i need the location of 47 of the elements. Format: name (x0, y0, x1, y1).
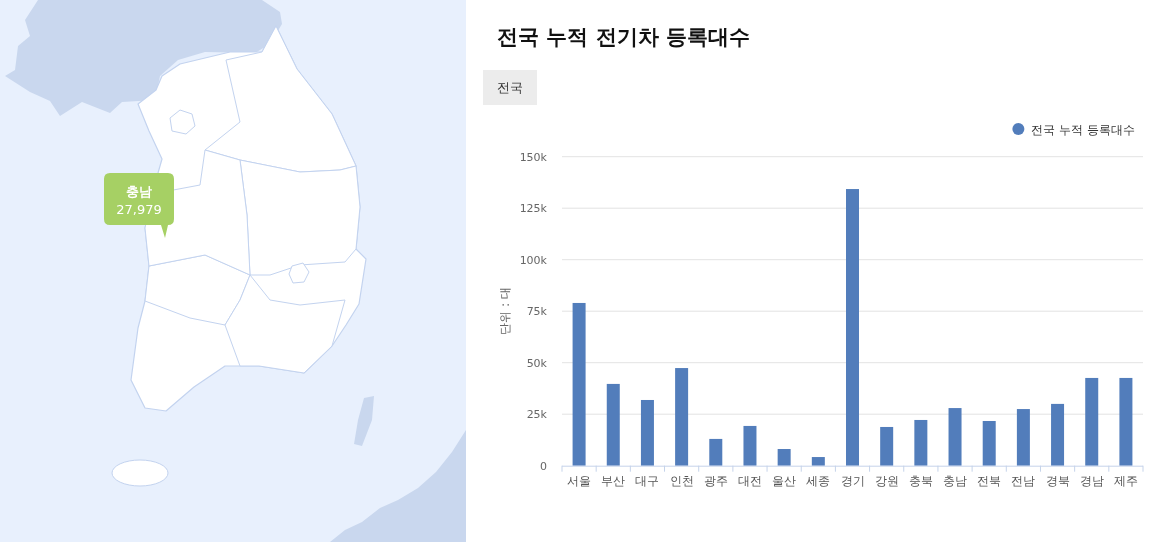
x-tick-label: 인천 (669, 474, 694, 488)
x-tick-label: 강원 (874, 474, 899, 488)
x-tick-label: 부산 (601, 474, 626, 488)
chart-subtitle: 전국 (497, 80, 523, 95)
y-tick-label: 75k (526, 305, 548, 319)
y-tick-label: 100k (519, 253, 548, 267)
x-tick-label: 울산 (772, 474, 797, 488)
bar (982, 421, 996, 466)
bar (606, 383, 620, 466)
bar (1085, 377, 1099, 466)
bar (743, 425, 757, 466)
x-tick-label: 충남 (943, 474, 968, 488)
x-tick-label: 경남 (1079, 474, 1104, 488)
x-tick-label: 충북 (908, 474, 933, 488)
bar (846, 189, 859, 466)
y-tick-label: 50k (526, 356, 548, 370)
tooltip: 충남 27,979 (104, 173, 174, 238)
y-tick-label: 125k (519, 202, 548, 216)
x-tick-label: 경북 (1045, 474, 1070, 488)
x-tick-label: 전남 (1011, 474, 1036, 488)
y-axis-title: 단위 : 대 (498, 287, 512, 335)
bar (914, 419, 928, 466)
bar (675, 368, 689, 466)
bar (777, 449, 791, 466)
bar (1119, 377, 1133, 466)
bar (1051, 403, 1065, 466)
y-tick-label: 0 (540, 459, 547, 473)
bar (811, 457, 825, 466)
x-tick-label: 제주 (1113, 474, 1138, 488)
bar (572, 302, 586, 466)
bar (709, 438, 723, 466)
legend: 전국 누적 등록대수 (1012, 122, 1135, 137)
x-tick-label: 광주 (703, 474, 728, 488)
bar (640, 399, 654, 466)
x-tick-label: 대구 (635, 474, 660, 488)
legend-label: 전국 누적 등록대수 (1031, 122, 1135, 137)
y-tick-label: 25k (526, 408, 548, 422)
chart-title: 전국 누적 전기차 등록대수 (497, 25, 750, 49)
bar (1016, 409, 1030, 466)
bar (948, 408, 962, 466)
x-tick-label: 경기 (840, 474, 865, 488)
x-tick-label: 전북 (977, 474, 1002, 488)
x-tick-label: 대전 (737, 474, 762, 488)
x-tick-label: 세종 (806, 474, 831, 488)
bar (880, 426, 894, 466)
y-tick-label: 150k (519, 150, 548, 164)
x-tick-label: 서울 (567, 474, 592, 488)
